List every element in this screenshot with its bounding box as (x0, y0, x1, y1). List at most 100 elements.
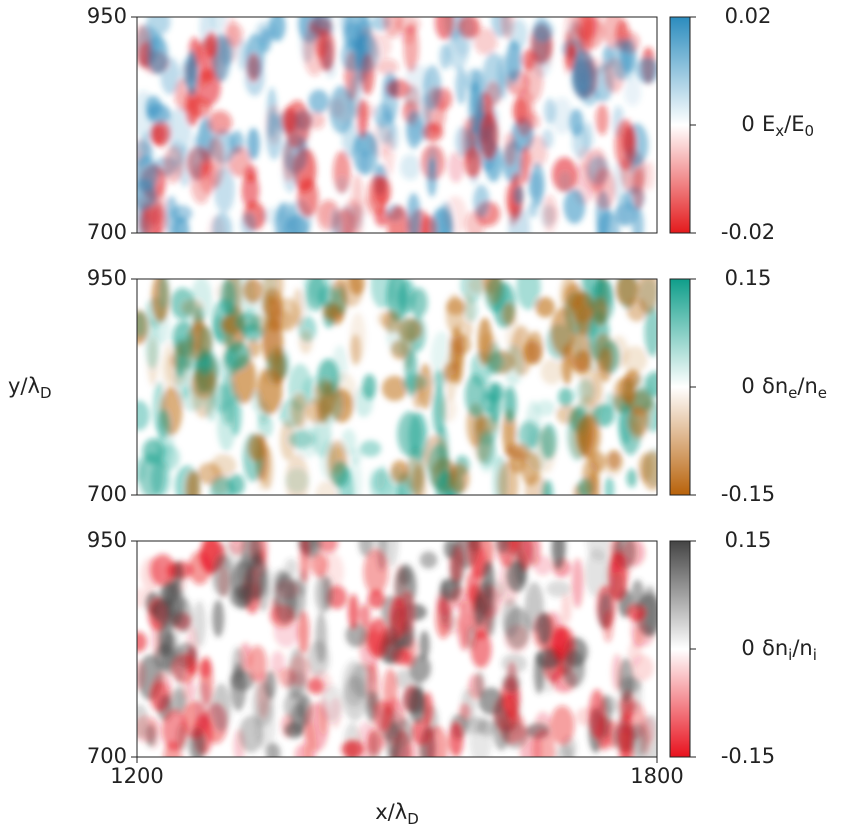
texture-blob (578, 17, 593, 57)
texture-blob (486, 350, 505, 376)
texture-blob (502, 302, 516, 326)
texture-blob (394, 669, 415, 690)
texture-blob (250, 390, 262, 411)
texture-blob (552, 541, 567, 561)
x-tick-label: 1800 (630, 764, 683, 788)
colorbar-tick-label: 0 (741, 374, 754, 398)
texture-blob (571, 50, 596, 100)
texture-blob (614, 202, 638, 227)
texture-blob (161, 343, 179, 393)
texture-blob (381, 375, 408, 402)
texture-blob (525, 400, 542, 451)
texture-blob (451, 586, 468, 609)
texture-blob (345, 622, 368, 648)
texture-blob (212, 554, 234, 597)
texture-blob (318, 697, 330, 736)
texture-blob (246, 338, 261, 358)
texture-blob (303, 24, 327, 77)
y-axis-label: y/λD (8, 374, 52, 402)
colorbar (669, 278, 691, 496)
texture-blob (503, 131, 517, 167)
texture-blob (185, 470, 200, 495)
texture-blob (265, 111, 283, 160)
texture-blob (232, 646, 244, 681)
texture-blob (516, 279, 541, 310)
texture-blob (248, 434, 266, 462)
texture-blob (386, 310, 412, 356)
texture-blob (251, 681, 275, 727)
texture-blob (555, 743, 574, 757)
texture-blob (307, 111, 326, 130)
texture-blob (243, 279, 263, 303)
texture-blob (270, 650, 286, 676)
texture-blob (477, 434, 497, 473)
texture-blob (498, 460, 519, 495)
texture-blob (521, 49, 536, 71)
texture-blob (162, 709, 188, 751)
texture-blob (501, 673, 521, 693)
texture-blob (562, 649, 586, 688)
texture-blob (598, 347, 612, 383)
texture-blob (501, 598, 520, 638)
colorbar-tick-label: 0 (741, 112, 754, 136)
label-subscript: D (407, 810, 419, 828)
texture-blob (355, 131, 378, 158)
texture-blob (399, 154, 421, 181)
texture-blob (455, 67, 468, 105)
texture-blob (173, 216, 190, 233)
texture-blob (315, 612, 327, 664)
texture-blob (618, 657, 634, 703)
texture-blob (419, 630, 430, 660)
texture-blob (489, 382, 502, 424)
texture-blob (458, 600, 471, 651)
texture-blob (340, 279, 363, 307)
texture-blob (479, 112, 499, 161)
texture-blob (645, 371, 657, 398)
texture-blob (614, 118, 637, 171)
texture-blob (408, 120, 428, 143)
label-subscript: D (40, 384, 52, 402)
texture-blob (426, 725, 449, 757)
axis-label: Ex/E0 (762, 112, 814, 140)
texture-blob (315, 480, 339, 495)
texture-blob (475, 582, 491, 618)
texture-blob (512, 96, 529, 125)
texture-blob (212, 599, 225, 638)
texture-blob (211, 383, 232, 413)
texture-blob (256, 368, 283, 415)
texture-blob (402, 459, 425, 490)
texture-blob (247, 127, 260, 160)
texture-blob (137, 196, 150, 232)
texture-blob (543, 98, 556, 125)
texture-blob (542, 479, 553, 495)
texture-blob (608, 551, 628, 601)
texture-blob (535, 399, 556, 417)
label-part: /n (797, 374, 817, 398)
texture-blob (359, 440, 382, 457)
texture-blob (294, 744, 313, 757)
texture-blob (473, 184, 490, 218)
texture-blob (185, 87, 200, 127)
texture-blob (290, 393, 308, 429)
plot-frame (136, 16, 658, 234)
texture-blob (529, 162, 545, 207)
colorbar-tick-label: 0.02 (725, 4, 772, 28)
texture-blob (465, 68, 480, 93)
texture-blob (356, 102, 376, 119)
texture-blob (367, 590, 386, 609)
texture-blob (408, 412, 429, 461)
texture-blob (137, 400, 150, 431)
texture-blob (406, 192, 421, 233)
texture-blob (503, 386, 517, 423)
texture-blob (363, 549, 389, 595)
texture-blob (546, 580, 572, 598)
texture-blob (317, 285, 339, 307)
texture-blob (603, 609, 614, 643)
texture-blob (341, 199, 363, 233)
texture-blob (535, 297, 555, 318)
texture-blob (439, 617, 465, 636)
texture-blob (432, 386, 446, 436)
texture-blob (464, 373, 486, 417)
texture-blob (376, 58, 399, 76)
texture-blob (644, 306, 657, 357)
